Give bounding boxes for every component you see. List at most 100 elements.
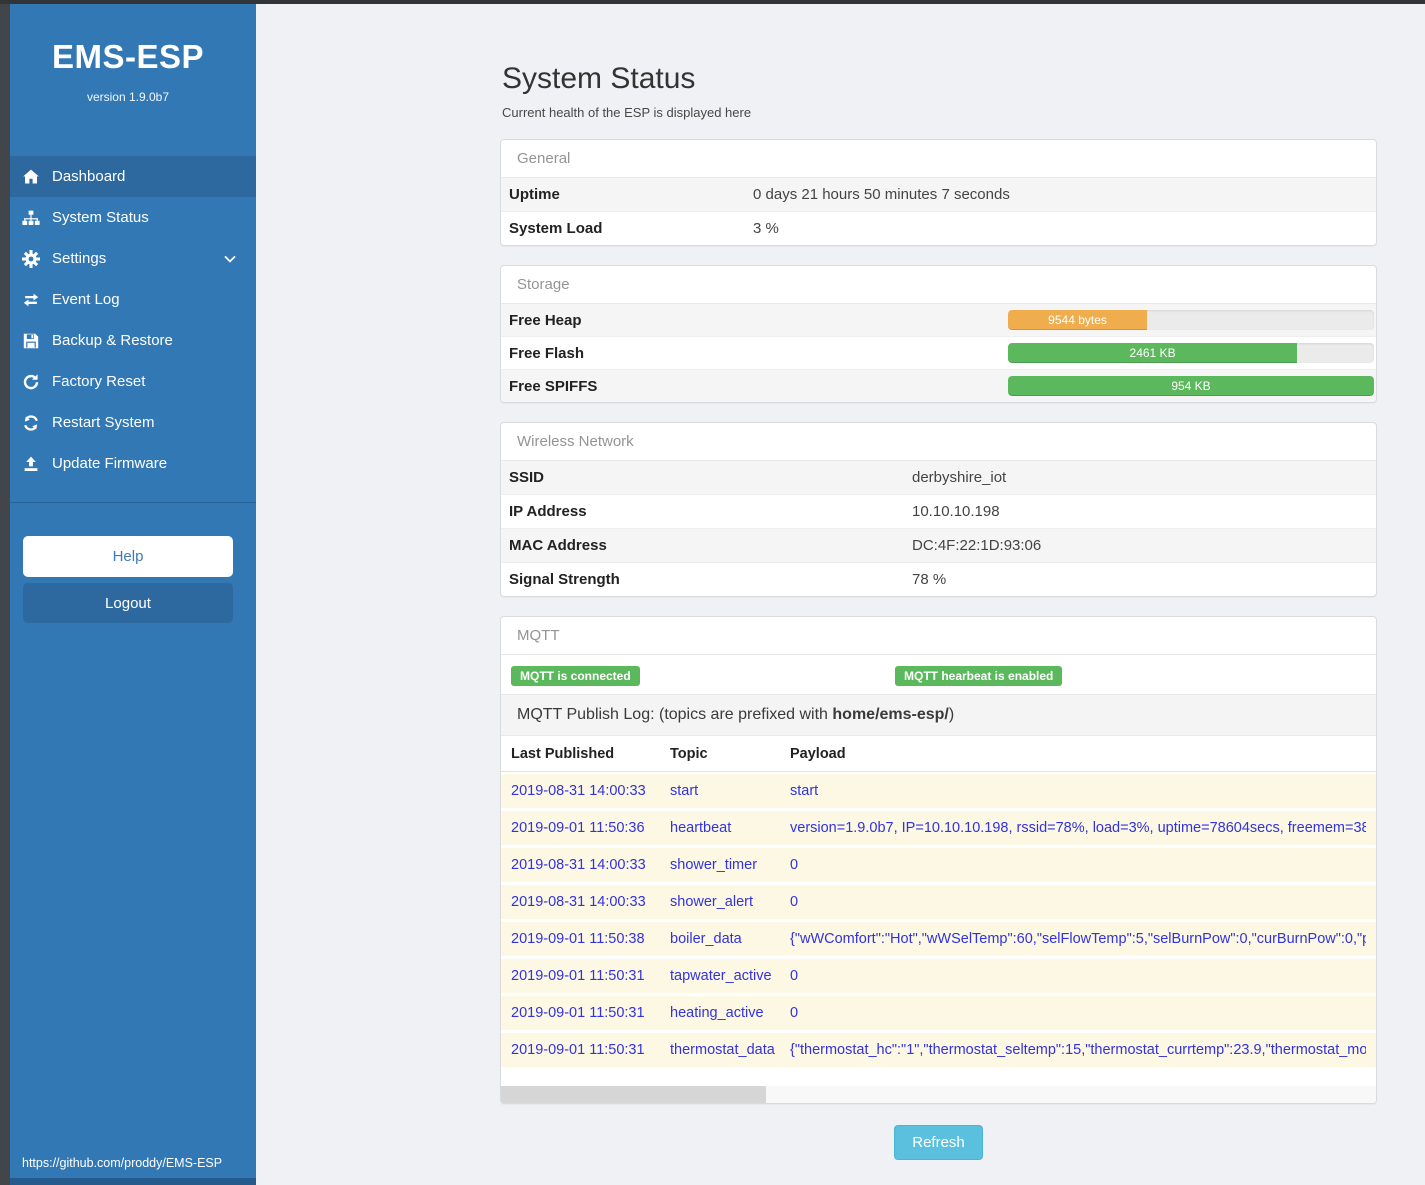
publish-log-topic-prefix: home/ems-esp/	[832, 706, 949, 723]
log-payload: {"thermostat_hc":"1","thermostat_seltemp…	[790, 1042, 1366, 1058]
github-link[interactable]: https://github.com/proddy/EMS-ESP	[22, 1156, 223, 1170]
storage-panel-header: Storage	[501, 266, 1376, 304]
row-value: 0 days 21 hours 50 minutes 7 seconds	[753, 186, 1010, 203]
home-icon	[21, 167, 40, 186]
chevron-down-icon	[224, 255, 236, 263]
log-time: 2019-09-01 11:50:31	[511, 968, 645, 984]
progress-bar-fill: 2461 KB	[1008, 343, 1298, 363]
refresh-button-row: Refresh	[500, 1125, 1377, 1160]
sidebar-item-label: System Status	[52, 209, 149, 226]
mqtt-log-row: 2019-09-01 11:50:31 thermostat_data {"ther…	[501, 1033, 1376, 1070]
mqtt-status-badge: MQTT hearbeat is enabled	[895, 666, 1063, 686]
row-label: SSID	[509, 469, 545, 486]
general-panel: General Uptime 0 days 21 hours 50 minutes…	[500, 139, 1377, 246]
general-table: Uptime 0 days 21 hours 50 minutes 7 secon…	[501, 178, 1376, 245]
row-label: MAC Address	[509, 537, 607, 554]
sidebar-item-system-status[interactable]: System Status	[0, 197, 256, 238]
sync-icon	[21, 413, 40, 432]
wireless-row-ssid: SSID derbyshire_iot	[501, 461, 1376, 494]
horizontal-scrollbar[interactable]	[501, 1086, 1376, 1103]
sidebar-item-label: Restart System	[52, 414, 155, 431]
progress-bar-track: 2461 KB	[1008, 343, 1374, 363]
sidebar-item-event-log[interactable]: Event Log	[0, 279, 256, 320]
app-title: EMS-ESP	[51, 38, 205, 75]
upload-icon	[21, 454, 40, 473]
general-panel-header: General	[501, 140, 1376, 178]
mqtt-badges-row: MQTT is connected MQTT hearbeat is enable…	[501, 655, 1376, 694]
sidebar-item-label: Settings	[52, 250, 107, 267]
page-subtitle: Current health of the ESP is displayed h…	[502, 105, 752, 120]
row-value: derbyshire_iot	[912, 469, 1007, 486]
storage-panel: Storage Free Heap 9544 bytes Free Flash 246…	[500, 265, 1377, 403]
gear-icon	[21, 249, 40, 268]
wireless-row-ip-address: IP Address 10.10.10.198	[501, 494, 1376, 528]
save-icon	[21, 331, 40, 350]
sidebar-item-restart-system[interactable]: Restart System	[0, 402, 256, 443]
row-label: System Load	[509, 220, 603, 237]
scrollbar-thumb[interactable]	[501, 1086, 766, 1103]
log-topic: thermostat_data	[670, 1042, 775, 1058]
sidebar-item-label: Event Log	[52, 291, 120, 308]
column-header-topic: Topic	[670, 746, 708, 762]
mqtt-log-body: 2019-08-31 14:00:33 start start 2019-09-01 …	[501, 774, 1376, 1070]
sidebar-nav: Dashboard System Status Settings Event Log B…	[0, 156, 256, 484]
log-time: 2019-08-31 14:00:33	[511, 857, 646, 873]
window-top-edge	[0, 0, 1425, 4]
row-value: 3 %	[753, 220, 779, 237]
log-payload: 0	[790, 1005, 799, 1021]
progress-bar-fill: 9544 bytes	[1008, 310, 1148, 330]
row-label: IP Address	[509, 503, 587, 520]
storage-table: Free Heap 9544 bytes Free Flash 2461 KB Free…	[501, 304, 1376, 402]
wireless-panel: Wireless Network SSID derbyshire_iot IP Ad…	[500, 422, 1377, 597]
storage-row-free-flash: Free Flash 2461 KB	[501, 336, 1376, 369]
sidebar-bottom-strip	[0, 1178, 256, 1185]
progress-bar-track: 9544 bytes	[1008, 310, 1374, 330]
row-label: Free SPIFFS	[509, 377, 598, 395]
row-value: 10.10.10.198	[912, 503, 1000, 520]
log-time: 2019-09-01 11:50:36	[511, 820, 645, 836]
app-version: version 1.9.0b7	[86, 90, 170, 104]
wireless-table: SSID derbyshire_iot IP Address 10.10.10.198…	[501, 461, 1376, 596]
mqtt-panel-header: MQTT	[501, 617, 1376, 655]
mqtt-log-row: 2019-09-01 11:50:36 heartbeat version=1.9.…	[501, 811, 1376, 848]
log-time: 2019-09-01 11:50:31	[511, 1005, 645, 1021]
mqtt-log-row: 2019-09-01 11:50:31 tapwater_active 0	[501, 959, 1376, 996]
mqtt-publish-log-label: MQTT Publish Log: (topics are prefixed w…	[501, 694, 1376, 736]
mqtt-log-row: 2019-08-31 14:00:33 shower_timer 0	[501, 848, 1376, 885]
log-payload: version=1.9.0b7, IP=10.10.10.198, rssid=…	[790, 820, 1366, 836]
storage-row-free-spiffs: Free SPIFFS 954 KB	[501, 369, 1376, 402]
row-label: Free Flash	[509, 344, 585, 362]
window-left-edge	[0, 0, 10, 1185]
publish-log-prefix: MQTT Publish Log: (topics are prefixed w…	[517, 706, 833, 723]
sidebar-item-label: Factory Reset	[52, 373, 146, 390]
row-value: DC:4F:22:1D:93:06	[912, 537, 1042, 554]
row-label: Free Heap	[509, 311, 582, 329]
sidebar-item-dashboard[interactable]: Dashboard	[0, 156, 256, 197]
refresh-button[interactable]: Refresh	[894, 1125, 983, 1160]
mqtt-log-row: 2019-08-31 14:00:33 shower_alert 0	[501, 885, 1376, 922]
wireless-row-signal-strength: Signal Strength 78 %	[501, 562, 1376, 596]
row-label: Signal Strength	[509, 571, 620, 588]
page-title: System Status	[502, 62, 696, 95]
log-topic: start	[670, 783, 699, 799]
log-payload: 0	[790, 894, 799, 910]
sidebar-item-label: Dashboard	[52, 168, 126, 185]
sidebar-item-factory-reset[interactable]: Factory Reset	[0, 361, 256, 402]
progress-bar-fill: 954 KB	[1008, 376, 1374, 396]
help-button[interactable]: Help	[23, 536, 233, 577]
log-time: 2019-08-31 14:00:33	[511, 894, 646, 910]
sidebar-item-update-firmware[interactable]: Update Firmware	[0, 443, 256, 484]
log-payload: {"wWComfort":"Hot","wWSelTemp":60,"selFl…	[790, 931, 1366, 947]
logout-button[interactable]: Logout	[23, 583, 233, 623]
wireless-panel-header: Wireless Network	[501, 423, 1376, 461]
mqtt-log-row: 2019-09-01 11:50:38 boiler_data {"wWComfor…	[501, 922, 1376, 959]
exchange-icon	[21, 290, 40, 309]
sitemap-icon	[21, 208, 40, 227]
sidebar-item-settings[interactable]: Settings	[0, 238, 256, 279]
log-time: 2019-09-01 11:50:38	[511, 931, 645, 947]
sidebar-item-backup-restore[interactable]: Backup & Restore	[0, 320, 256, 361]
column-header-last-published: Last Published	[511, 746, 615, 762]
sidebar-item-label: Backup & Restore	[52, 332, 173, 349]
mqtt-log-header-row: Last Published Topic Payload	[501, 736, 1376, 772]
row-value: 78 %	[912, 571, 947, 588]
